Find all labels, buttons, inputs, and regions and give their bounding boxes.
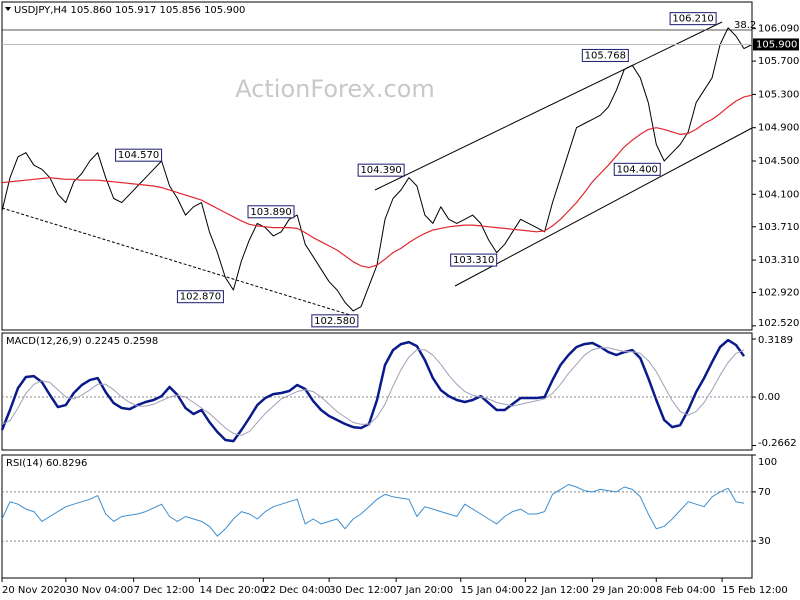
x-tick-label: 20 Nov 2020 <box>2 585 66 596</box>
fib-label: 38.2 <box>734 20 756 31</box>
trend-line <box>1 207 361 319</box>
price-label-box <box>176 290 224 304</box>
last-price-label: 105.900 <box>756 39 797 50</box>
y-tick-label: 102.520 <box>758 318 799 329</box>
channel-line <box>374 21 723 191</box>
series-line <box>1 94 753 269</box>
price-label: 105.768 <box>585 50 626 61</box>
x-tick-label: 29 Jan 20:00 <box>592 585 655 596</box>
price-label-box <box>311 314 359 328</box>
x-tick-label: 8 Feb 04:00 <box>656 585 715 596</box>
x-tick-label: 7 Dec 12:00 <box>134 585 195 596</box>
x-tick-label: 15 Jan 04:00 <box>461 585 524 596</box>
y-tick-label: 103.710 <box>758 222 799 233</box>
y-tick-label: 106.090 <box>758 24 799 35</box>
y-tick-label: 0.00 <box>758 392 780 403</box>
price-label: 104.390 <box>360 165 401 176</box>
series-line <box>1 347 745 436</box>
panel-frame <box>1 454 753 579</box>
y-tick-label: 70 <box>758 487 771 498</box>
y-tick-label: 103.310 <box>758 255 799 266</box>
panel-title: USDJPY,H4 105.860 105.917 105.856 105.90… <box>14 5 245 16</box>
x-tick-label: 22 Jan 12:00 <box>525 585 588 596</box>
y-tick-label: 105.300 <box>758 89 799 100</box>
series-line <box>1 484 745 537</box>
price-label: 106.210 <box>672 14 713 25</box>
price-label: 103.890 <box>250 207 291 218</box>
panel-frame <box>1 1 753 331</box>
x-tick-label: 22 Dec 04:00 <box>263 585 330 596</box>
price-label: 102.870 <box>180 292 221 303</box>
y-tick-label: 105.700 <box>758 56 799 67</box>
y-tick-label: 102.920 <box>758 288 799 299</box>
price-label-box <box>581 48 629 62</box>
price-label: 104.400 <box>617 164 658 175</box>
panel-frame <box>1 332 753 451</box>
y-tick-label: 0.3189 <box>758 335 793 346</box>
price-label-box <box>450 253 498 267</box>
x-tick-label: 14 Dec 20:00 <box>199 585 266 596</box>
watermark: ActionForex.com <box>235 75 435 103</box>
y-tick-label: 104.900 <box>758 123 799 134</box>
price-label-box <box>613 162 661 176</box>
last-price-box <box>753 38 799 51</box>
y-tick-label: 104.100 <box>758 189 799 200</box>
series-line <box>0 338 746 443</box>
menu-icon <box>5 7 11 11</box>
y-tick-label: -0.2662 <box>758 438 797 449</box>
price-label-box <box>357 163 405 177</box>
x-tick-label: 15 Feb 12:00 <box>722 585 788 596</box>
price-label-box <box>115 148 163 162</box>
y-tick-label: 100 <box>758 457 777 468</box>
channel-line <box>454 127 753 287</box>
y-tick-label: 104.500 <box>758 156 799 167</box>
x-tick-label: 30 Nov 04:00 <box>66 585 133 596</box>
x-tick-label: 7 Jan 20:00 <box>396 585 453 596</box>
price-label: 102.580 <box>314 316 355 327</box>
panel-title: MACD(12,26,9) 0.2245 0.2598 <box>6 336 158 347</box>
price-label-box <box>247 205 295 219</box>
x-tick-label: 30 Dec 12:00 <box>329 585 396 596</box>
price-label: 104.570 <box>118 150 159 161</box>
panel-title: RSI(14) 60.8296 <box>6 458 87 469</box>
price-label-box <box>669 12 717 26</box>
price-label: 103.310 <box>453 255 494 266</box>
y-tick-label: 30 <box>758 536 771 547</box>
